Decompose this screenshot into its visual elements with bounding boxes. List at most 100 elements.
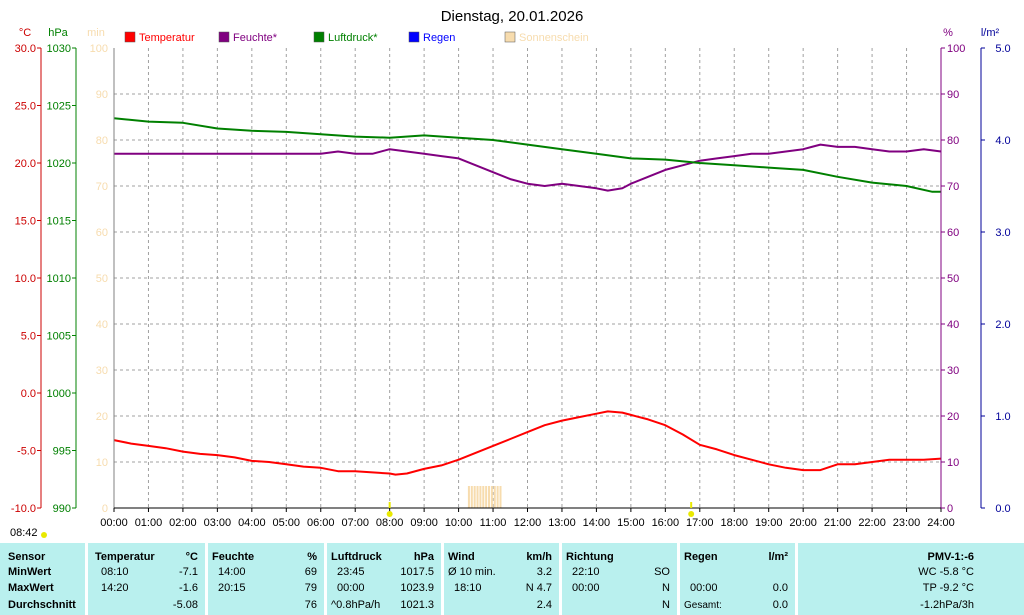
sunshine-bar xyxy=(490,486,493,508)
x-tick-label: 01:00 xyxy=(135,517,163,529)
x-tick-label: 05:00 xyxy=(273,517,301,529)
sensor-header: Sensor xyxy=(8,551,46,563)
wind-unit: km/h xyxy=(526,551,552,563)
rain-total-label: Gesamt: xyxy=(684,600,722,611)
wind-row1-value: 3.2 xyxy=(536,566,552,578)
rain-tick-label: 3.0 xyxy=(995,227,1010,239)
wind-row1-label: Ø 10 min. xyxy=(448,566,496,578)
temperature-header: Temperatur xyxy=(95,551,155,563)
temp-tick-label: -5.0 xyxy=(17,446,36,458)
humidity-min-time: 14:00 xyxy=(218,566,246,578)
x-tick-label: 12:00 xyxy=(514,517,542,529)
legend-label: Regen xyxy=(423,32,455,44)
x-tick-label: 18:00 xyxy=(720,517,748,529)
sunshine-bar xyxy=(470,486,473,508)
pressure-unit-label: hPa xyxy=(48,27,68,39)
column-separator xyxy=(677,543,680,615)
x-tick-label: 02:00 xyxy=(169,517,197,529)
temp-unit-label: °C xyxy=(19,27,31,39)
x-tick-label: 08:00 xyxy=(376,517,404,529)
x-tick-label: 21:00 xyxy=(824,517,852,529)
x-tick-label: 19:00 xyxy=(755,517,783,529)
temp-tick-label: 0.0 xyxy=(21,388,36,400)
direction-row3-dir: N xyxy=(662,599,670,611)
pmv-header: PMV-1:-6 xyxy=(927,551,974,563)
rain-tick-label: 1.0 xyxy=(995,411,1010,423)
legend-label: Feuchte* xyxy=(233,32,278,44)
x-tick-label: 17:00 xyxy=(686,517,714,529)
rain-row2-value: 0.0 xyxy=(772,582,788,594)
x-tick-label: 22:00 xyxy=(858,517,886,529)
x-tick-label: 07:00 xyxy=(341,517,369,529)
temperature-min-time: 08:10 xyxy=(101,566,129,578)
x-tick-label: 14:00 xyxy=(583,517,611,529)
temperature-unit: °C xyxy=(185,551,198,563)
humidity-tick-label: 20 xyxy=(947,411,959,423)
time-markers xyxy=(386,502,695,517)
legend-label: Sonnenschein xyxy=(519,32,589,44)
row-label-max: MaxWert xyxy=(8,582,54,594)
axes-lines xyxy=(37,47,985,512)
time-marker-dot xyxy=(688,511,695,517)
temperature-max: -1.6 xyxy=(179,582,198,594)
sun-tick-label: 90 xyxy=(96,89,108,101)
statistics-table: Sensor MinWert MaxWert Durchschnitt Temp… xyxy=(0,543,1024,615)
humidity-header: Feuchte xyxy=(212,551,255,563)
direction-row2-dir: N xyxy=(662,582,670,594)
temp-tick-label: 15.0 xyxy=(15,216,36,228)
rain-tick-label: 5.0 xyxy=(995,43,1010,55)
sunshine-bar xyxy=(485,486,488,508)
sun-tick-label: 10 xyxy=(96,457,108,469)
wind-avg: 2.4 xyxy=(536,599,552,611)
column-separator xyxy=(85,543,88,615)
rain-row2-time: 00:00 xyxy=(690,582,718,594)
pressure-tick-label: 1010 xyxy=(47,273,71,285)
x-tick-label: 23:00 xyxy=(893,517,921,529)
legend-swatch xyxy=(124,31,136,43)
time-marker-dot xyxy=(386,511,393,517)
legend-swatch xyxy=(313,31,325,43)
humidity-unit: % xyxy=(307,551,317,563)
pressure-unit: hPa xyxy=(413,551,434,563)
legend-swatch xyxy=(408,31,420,43)
humidity-tick-label: 50 xyxy=(947,273,959,285)
rain-total-value: 0.0 xyxy=(772,599,788,611)
sunshine-bar xyxy=(493,486,496,508)
sunshine-bar xyxy=(488,486,491,508)
column-separator xyxy=(441,543,444,615)
x-tick-label: 06:00 xyxy=(307,517,335,529)
sun-tick-label: 100 xyxy=(90,43,108,55)
current-time-dot xyxy=(41,532,47,538)
pressure-max: 1023.9 xyxy=(400,582,434,594)
humidity-avg: 76 xyxy=(304,599,317,611)
x-tick-label: 20:00 xyxy=(789,517,817,529)
humidity-tick-label: 80 xyxy=(947,135,959,147)
direction-row1-time: 22:10 xyxy=(572,566,600,578)
pressure-max-time: 00:00 xyxy=(337,582,365,594)
sunshine-bar xyxy=(473,486,476,508)
chart-title: Dienstag, 20.01.2026 xyxy=(441,8,584,25)
rain-unit-label: l/m² xyxy=(981,27,1000,39)
column-separator xyxy=(205,543,208,615)
rain-tick-label: 2.0 xyxy=(995,319,1010,331)
wind-header: Wind xyxy=(448,551,475,563)
temperature-avg: -5.08 xyxy=(172,599,198,611)
humidity-max-time: 20:15 xyxy=(218,582,246,594)
pressure-trend: ^0.8hPa/h xyxy=(331,599,381,611)
pressure-avg: 1021.3 xyxy=(400,599,434,611)
x-tick-label: 11:00 xyxy=(480,517,507,529)
sun-unit-label: min xyxy=(87,27,105,39)
humidity-tick-label: 30 xyxy=(947,365,959,377)
x-tick-label: 16:00 xyxy=(652,517,680,529)
direction-row1-dir: SO xyxy=(654,566,670,578)
temp-tick-label: -10.0 xyxy=(11,503,36,515)
pressure-min-time: 23:45 xyxy=(337,566,365,578)
rain-tick-label: 0.0 xyxy=(995,503,1010,515)
sunshine-bar xyxy=(476,486,479,508)
series-line-feuchte xyxy=(114,143,942,192)
direction-row2-time: 00:00 xyxy=(572,582,600,594)
temp-tick-label: 5.0 xyxy=(21,331,36,343)
sun-tick-label: 80 xyxy=(96,135,108,147)
series-line-temperatur xyxy=(113,410,942,476)
humidity-max: 79 xyxy=(304,582,317,594)
